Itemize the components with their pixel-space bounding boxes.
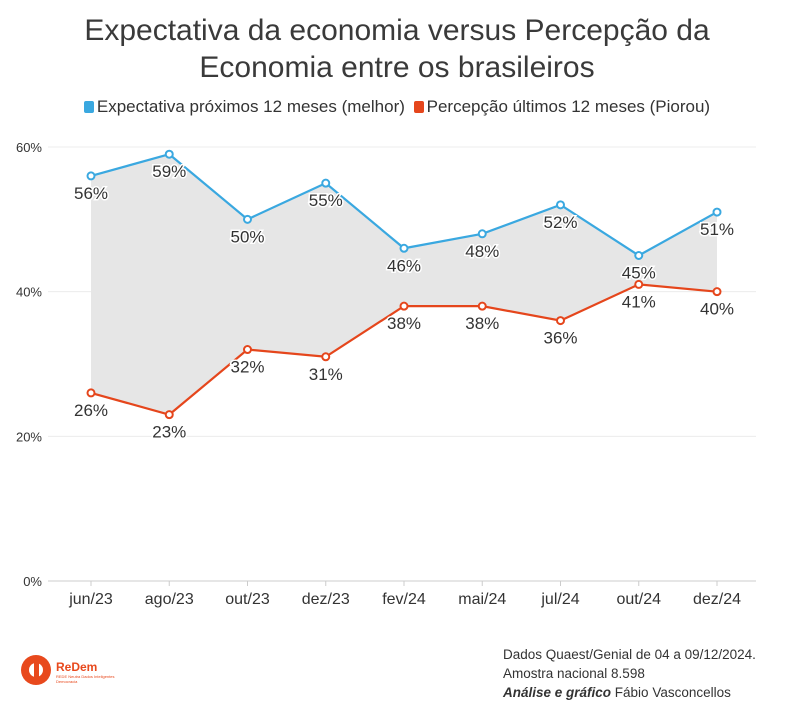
title-line-1: Expectativa da economia versus Percepção… bbox=[84, 14, 710, 47]
y-tick-label: 0% bbox=[23, 574, 42, 589]
data-label: 23% bbox=[152, 423, 186, 442]
data-point bbox=[321, 352, 331, 362]
legend-label-percepcao: Percepção últimos 12 meses (Piorou) bbox=[426, 97, 711, 116]
data-point bbox=[164, 410, 174, 420]
x-tick-label: fev/24 bbox=[382, 591, 426, 608]
line-chart: 0% 20% 40% 60% jun/23 ago/23 out/23 dez/23 fev/2… bbox=[16, 140, 756, 608]
data-label: 40% bbox=[700, 300, 734, 319]
redem-logo: ReDem REDE Neutra Dados Inteligentes Dem… bbox=[18, 650, 128, 690]
area-between-series bbox=[91, 154, 717, 415]
data-point bbox=[164, 149, 174, 159]
title-line-2: Economia entre os brasileiros bbox=[199, 51, 595, 84]
x-tick-label: ago/23 bbox=[145, 591, 194, 608]
chart-title: Expectativa da economia versus Percepção… bbox=[0, 12, 794, 86]
x-tick-label: jul/24 bbox=[540, 591, 579, 608]
data-label: 41% bbox=[622, 292, 656, 311]
x-tick-label: mai/24 bbox=[458, 591, 506, 608]
logo-subtitle: REDE Neutra Dados Inteligentes Democraci… bbox=[56, 674, 115, 684]
data-point bbox=[634, 251, 644, 260]
legend-label-expectativa: Expectativa próximos 12 meses (melhor) bbox=[96, 97, 405, 116]
y-tick-label: 60% bbox=[16, 140, 42, 155]
data-point bbox=[712, 287, 722, 297]
data-point bbox=[86, 388, 96, 398]
footer-line-1: Dados Quaest/Genial de 04 a 09/12/2024. bbox=[503, 647, 756, 662]
redem-logo-icon bbox=[21, 655, 51, 685]
x-tick-label: dez/23 bbox=[302, 591, 350, 608]
footer-credit-label: Análise e gráfico bbox=[503, 685, 612, 700]
data-label: 31% bbox=[309, 365, 343, 384]
footer-source: Dados Quaest/Genial de 04 a 09/12/2024. … bbox=[503, 645, 756, 702]
data-label: 32% bbox=[230, 358, 264, 377]
data-label: 52% bbox=[543, 213, 577, 232]
data-label: 38% bbox=[387, 314, 421, 333]
data-point bbox=[477, 229, 487, 239]
data-label: 59% bbox=[152, 162, 186, 181]
y-tick-label: 20% bbox=[16, 429, 42, 444]
legend-swatch-percepcao bbox=[413, 101, 424, 113]
legend-item-expectativa: Expectativa próximos 12 meses (melhor) bbox=[83, 97, 405, 117]
footer-line-3: Análise e gráfico Fábio Vasconcellos bbox=[503, 683, 756, 702]
data-label: 26% bbox=[74, 401, 108, 420]
footer-credit-name: Fábio Vasconcellos bbox=[611, 685, 731, 700]
data-label: 56% bbox=[74, 184, 108, 203]
y-tick-label: 40% bbox=[16, 285, 42, 300]
data-point bbox=[712, 207, 722, 217]
data-point bbox=[86, 171, 96, 181]
data-point bbox=[243, 345, 252, 355]
x-tick-label: jun/23 bbox=[68, 591, 113, 608]
data-point bbox=[556, 316, 565, 326]
logo-name: ReDem bbox=[56, 660, 98, 674]
footer-line-2: Amostra nacional 8.598 bbox=[503, 666, 645, 681]
data-label: 46% bbox=[387, 256, 421, 275]
legend: Expectativa próximos 12 meses (melhor) P… bbox=[0, 97, 794, 117]
data-point bbox=[399, 301, 409, 311]
data-label: 48% bbox=[465, 242, 499, 261]
data-label: 50% bbox=[230, 227, 264, 246]
data-label: 51% bbox=[700, 220, 734, 239]
data-point bbox=[399, 243, 409, 253]
data-point bbox=[477, 301, 487, 311]
data-label: 36% bbox=[543, 329, 577, 348]
data-point bbox=[556, 200, 565, 210]
data-point bbox=[321, 178, 331, 188]
x-tick-label: out/23 bbox=[225, 591, 270, 608]
data-point bbox=[243, 214, 252, 224]
data-point bbox=[634, 279, 644, 289]
data-label: 55% bbox=[309, 191, 343, 210]
data-label: 38% bbox=[465, 314, 499, 333]
x-tick-label: dez/24 bbox=[693, 591, 741, 608]
x-tick-label: out/24 bbox=[617, 591, 662, 608]
legend-swatch-expectativa bbox=[83, 101, 94, 113]
legend-item-percepcao: Percepção últimos 12 meses (Piorou) bbox=[413, 97, 711, 117]
data-label: 45% bbox=[622, 264, 656, 283]
